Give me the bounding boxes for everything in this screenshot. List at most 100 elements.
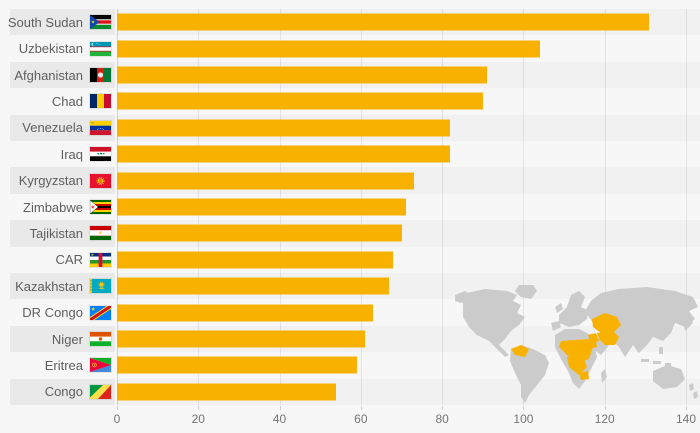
world-map-inset	[455, 285, 698, 403]
chart-row: Niger	[0, 325, 700, 353]
gridline	[523, 9, 525, 405]
bar[interactable]	[117, 145, 451, 163]
chart-row: Congo	[0, 378, 700, 406]
flag-niger-icon	[90, 332, 111, 347]
chart-row: Uzbekistan	[0, 35, 700, 61]
bar-track	[117, 115, 700, 141]
chart-row: Kyrgyzstan	[0, 167, 700, 194]
x-axis-tick-label: 60	[354, 412, 368, 426]
flag-car-icon	[90, 252, 111, 267]
category-cell: CAR	[10, 247, 115, 273]
category-label: Tajikistan	[29, 225, 83, 241]
flag-dr-congo-icon	[90, 305, 111, 320]
bar-track	[117, 62, 700, 88]
category-label: CAR	[55, 252, 83, 268]
bar-track	[117, 88, 700, 114]
flag-iraq-icon	[90, 147, 111, 162]
axis-tick	[117, 406, 118, 410]
category-label: Zimbabwe	[23, 199, 83, 215]
bar-track	[117, 35, 700, 61]
category-cell: Tajikistan	[10, 220, 115, 247]
bar[interactable]	[117, 251, 394, 269]
bar-track	[117, 352, 700, 378]
axis-tick	[686, 406, 687, 410]
bar[interactable]	[117, 92, 483, 110]
chart-row: Iraq	[0, 141, 700, 167]
category-cell: South Sudan	[7, 9, 115, 36]
category-label: Iraq	[60, 146, 83, 162]
category-label: Venezuela	[22, 120, 83, 136]
category-cell: Niger	[10, 325, 115, 353]
category-cell: Iraq	[10, 141, 115, 167]
axis-tick	[360, 406, 362, 410]
bar-track	[117, 247, 700, 273]
bar-track	[117, 299, 700, 325]
bar[interactable]	[117, 198, 406, 216]
category-cell: DR Congo	[10, 299, 115, 325]
bar[interactable]	[117, 119, 451, 137]
flag-south-sudan-icon	[90, 15, 111, 30]
chart-row: South Sudan	[0, 9, 700, 36]
x-axis-tick-label: 0	[113, 412, 121, 426]
category-cell: Congo	[10, 378, 115, 406]
bar[interactable]	[117, 40, 540, 58]
category-label: Afghanistan	[14, 67, 83, 83]
chart-row: Venezuela	[0, 114, 700, 142]
axis-tick	[279, 406, 281, 410]
bar-track	[117, 326, 700, 352]
x-axis-tick-label: 20	[191, 412, 205, 426]
bar-track	[117, 273, 700, 299]
category-cell: Kyrgyzstan	[10, 167, 115, 194]
chart-row: DR Congo	[0, 299, 700, 325]
category-label: Kazakhstan	[15, 278, 83, 294]
flag-venezuela-icon	[90, 120, 111, 135]
bar[interactable]	[117, 66, 487, 84]
bar[interactable]	[117, 224, 402, 242]
flag-zimbabwe-icon	[90, 200, 111, 215]
chart-row: Chad	[0, 88, 700, 114]
bar[interactable]	[117, 383, 337, 401]
category-cell: Venezuela	[10, 114, 115, 142]
category-label: Chad	[51, 93, 83, 109]
flag-kyrgyzstan-icon	[90, 173, 111, 188]
axis-tick	[604, 406, 606, 410]
axis-tick	[523, 406, 525, 410]
gridline	[604, 9, 606, 405]
category-cell: Zimbabwe	[10, 194, 115, 220]
category-cell: Afghanistan	[10, 61, 115, 89]
bar[interactable]	[117, 13, 650, 31]
category-cell: Chad	[10, 88, 115, 114]
chart-rows: South Sudan Uzbekistan Afghanistan Chad Vene…	[0, 9, 700, 406]
x-axis-tick-label: 40	[272, 412, 287, 426]
bar[interactable]	[117, 330, 365, 348]
category-label: Uzbekistan	[18, 41, 83, 57]
category-cell: Kazakhstan	[10, 273, 115, 300]
bar-track	[117, 220, 700, 246]
flag-kazakhstan-icon	[90, 279, 111, 294]
bar[interactable]	[117, 172, 414, 190]
category-cell: Uzbekistan	[10, 35, 115, 61]
chart-row: Kazakhstan	[0, 273, 700, 300]
category-label: South Sudan	[7, 14, 83, 30]
flag-congo-icon	[90, 384, 111, 399]
category-cell: Eritrea	[10, 352, 115, 378]
axis-tick	[198, 406, 200, 410]
bar[interactable]	[117, 277, 390, 295]
category-label: Niger	[51, 331, 83, 347]
category-label: Kyrgyzstan	[18, 173, 83, 189]
bar[interactable]	[117, 304, 374, 322]
axis-tick	[442, 406, 444, 410]
bar-track	[117, 379, 700, 405]
bar-track	[117, 141, 700, 167]
category-label: DR Congo	[22, 305, 83, 321]
chart-row: CAR	[0, 247, 700, 273]
category-label: Eritrea	[44, 357, 83, 373]
flag-afghanistan-icon	[90, 68, 111, 83]
gridline	[442, 9, 444, 405]
bar[interactable]	[117, 356, 357, 374]
chart-row: Eritrea	[0, 352, 700, 378]
x-axis-tick-label: 140	[675, 412, 697, 426]
bar-track	[117, 167, 700, 193]
chart-row: Afghanistan	[0, 61, 700, 89]
